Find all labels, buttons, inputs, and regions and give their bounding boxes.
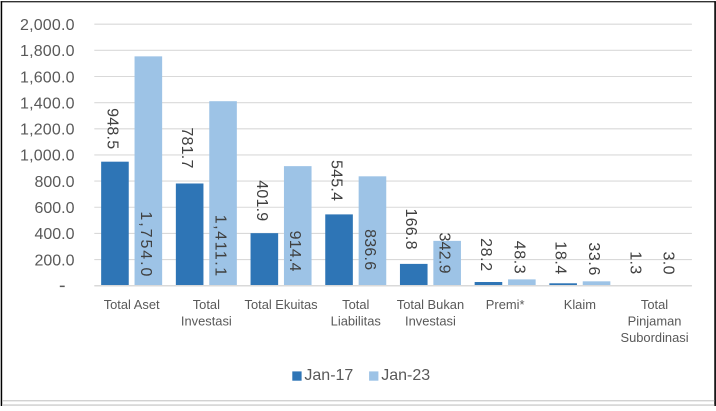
svg-text:200.0: 200.0 [34,252,74,269]
svg-text:781.7: 781.7 [178,127,195,168]
svg-text:914.4: 914.4 [286,231,303,272]
svg-text:Pinjaman: Pinjaman [628,314,682,329]
svg-text:401.9: 401.9 [253,180,270,221]
svg-text:Jan-23: Jan-23 [381,367,430,384]
svg-text:33.6: 33.6 [585,242,602,275]
svg-text:Total: Total [342,297,369,312]
svg-text:Liabilitas: Liabilitas [331,314,381,329]
svg-text:28.2: 28.2 [477,238,494,271]
svg-text:Total Bukan: Total Bukan [397,297,464,312]
svg-text:600.0: 600.0 [34,200,74,217]
svg-text:1,000.0: 1,000.0 [20,148,75,165]
svg-text:2,000.0: 2,000.0 [20,17,75,34]
svg-text:545.4: 545.4 [327,160,344,201]
svg-text:1,600.0: 1,600.0 [20,69,75,86]
svg-text:948.5: 948.5 [103,108,120,149]
svg-text:400.0: 400.0 [34,226,74,243]
svg-text:342.9: 342.9 [436,233,453,274]
svg-text:800.0: 800.0 [34,174,74,191]
svg-text:Total Aset: Total Aset [104,297,160,312]
svg-text:Total: Total [193,297,220,312]
svg-text:Investasi: Investasi [405,314,456,329]
svg-text:Total: Total [641,297,668,312]
svg-text:Premi*: Premi* [486,297,525,312]
svg-text:1,200.0: 1,200.0 [20,122,75,139]
svg-text:836.6: 836.6 [361,229,378,270]
svg-text:48.3: 48.3 [510,241,527,274]
svg-text:Jan-17: Jan-17 [304,367,353,384]
svg-text:Subordinasi: Subordinasi [621,330,689,345]
svg-text:Investasi: Investasi [181,314,232,329]
svg-text:1.3: 1.3 [626,251,643,274]
svg-text:18.4: 18.4 [552,241,569,274]
svg-text:166.8: 166.8 [402,209,419,250]
svg-text:Total Ekuitas: Total Ekuitas [245,297,318,312]
svg-text:1,800.0: 1,800.0 [20,43,75,60]
svg-text:3.0: 3.0 [660,252,677,275]
svg-text:1,400.0: 1,400.0 [20,95,75,112]
svg-text:Klaim: Klaim [564,297,596,312]
